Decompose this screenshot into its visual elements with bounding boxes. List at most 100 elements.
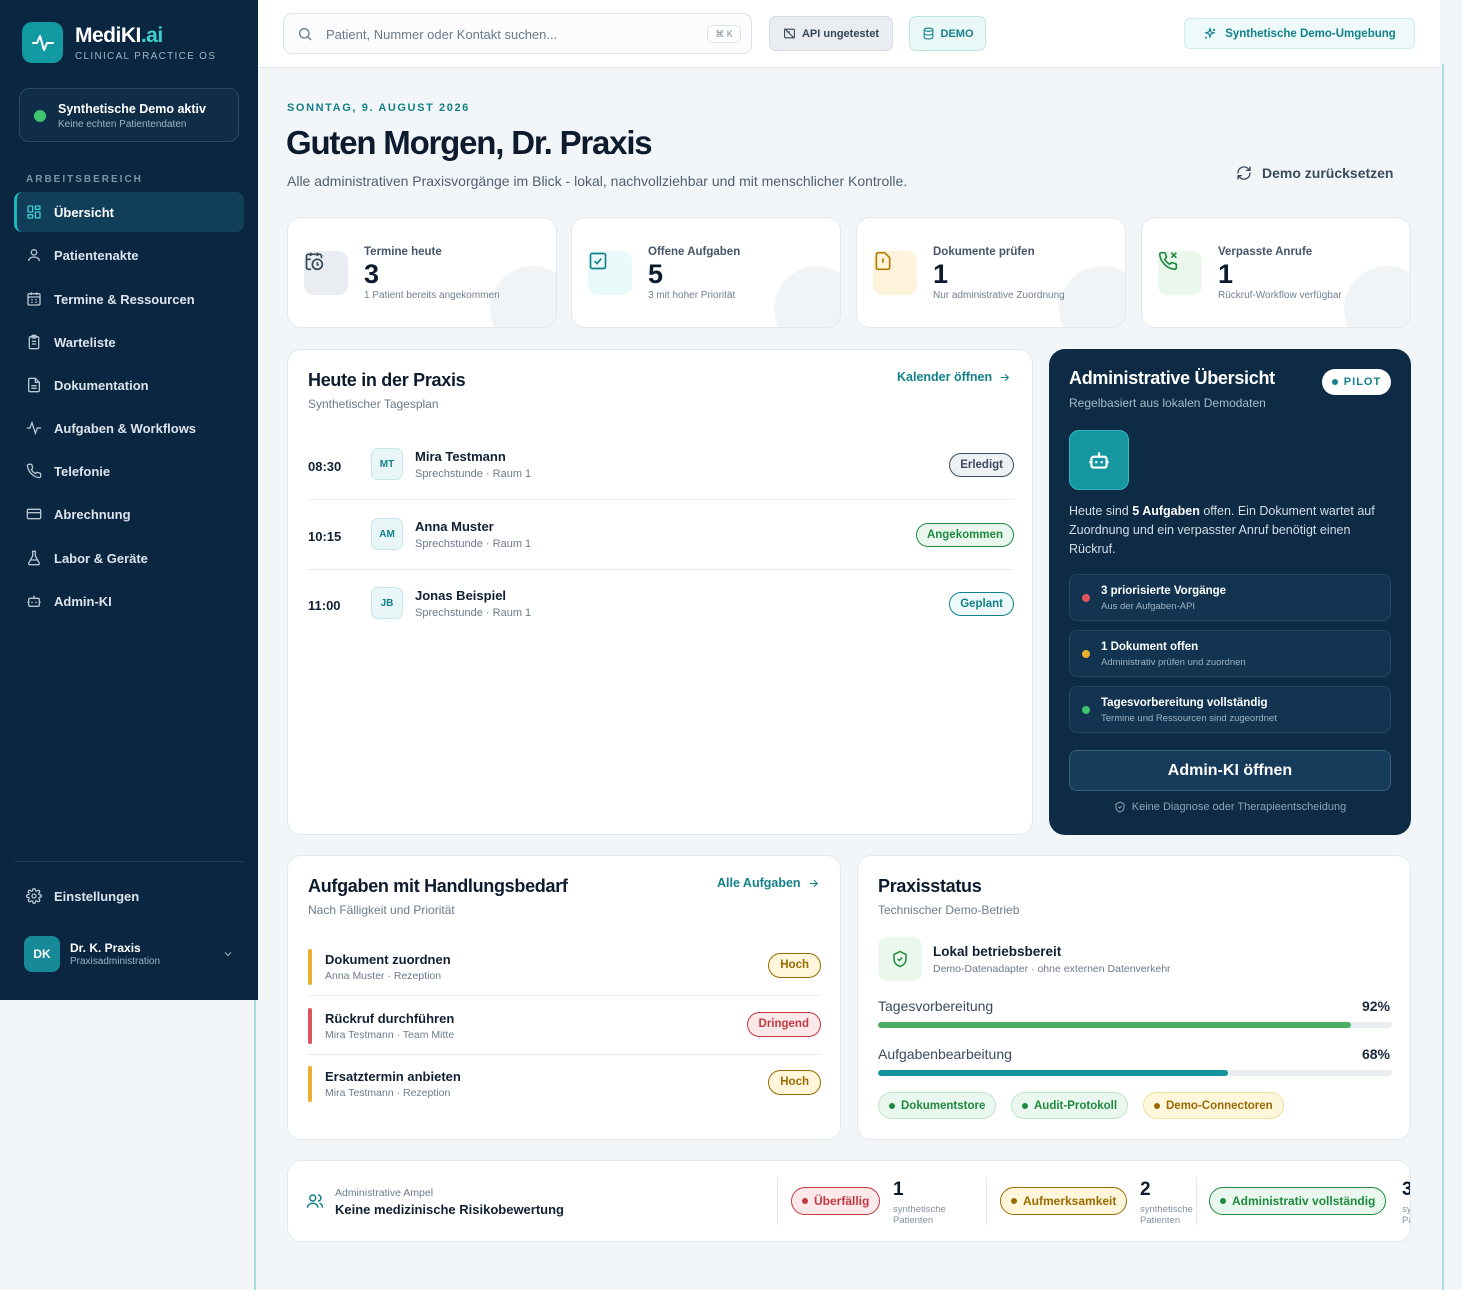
pill-label: Audit-Protokoll [1034,1099,1118,1112]
divider [986,1177,987,1225]
sidebar-item-telefonie[interactable]: Telefonie [14,451,244,491]
card-decoration [1059,266,1125,327]
patient-avatar: AM [371,518,403,550]
open-calendar-link[interactable]: Kalender öffnen [897,370,1011,384]
insight-subtitle: Aus der Aufgaben-API [1101,601,1196,612]
calendar-icon [27,292,41,306]
admin-insight-row[interactable]: Tagesvorbereitung vollständig Termine un… [1069,686,1391,733]
panel-subtitle: Synthetischer Tagesplan [308,397,439,411]
document-icon [28,377,40,393]
panel-title: Aufgaben mit Handlungsbedarf [308,876,568,896]
sidebar-item-patientenakte[interactable]: Patientenakte [14,235,244,275]
ampel-label: Administrative Ampel [335,1187,434,1199]
insight-subtitle: Termine und Ressourcen sind zugeordnet [1101,713,1277,724]
phone-icon [26,463,42,479]
clipboard-icon [28,334,40,350]
sidebar-item-admin-ki[interactable]: Admin-KI [14,581,244,621]
reset-demo-button[interactable]: Demo zurücksetzen [1236,165,1393,181]
stat-label: Offene Aufgaben [648,246,741,258]
api-status-button[interactable]: API ungetestet [769,16,893,51]
user-name: Dr. K. Praxis [70,941,141,955]
sidebar-item-einstellungen[interactable]: Einstellungen [14,876,244,916]
file-alert-icon [873,251,917,295]
task-meta: Mira Testmann · Team Mitte [325,1029,455,1041]
stat-label: Termine heute [364,246,442,258]
demo-status-subtitle: Keine echten Patientendaten [58,119,187,130]
pill-label: Dokumentstore [901,1099,986,1112]
stat-subtext: 1 Patient bereits angekommen [364,290,500,301]
ampel-count-label: synthetische Patienten [1140,1204,1193,1226]
stat-card-aufgaben[interactable]: Offene Aufgaben 5 3 mit hoher Priorität [571,217,841,328]
priority-bar [308,1066,312,1102]
sidebar-item-warteliste[interactable]: Warteliste [14,322,244,362]
sidebar-item-aufgaben[interactable]: Aufgaben & Workflows [14,408,244,448]
all-tasks-link[interactable]: Alle Aufgaben [717,876,820,890]
stat-card-dokumente[interactable]: Dokumente prüfen 1 Nur administrative Zu… [856,217,1126,328]
insight-title: 3 priorisierte Vorgänge [1101,585,1227,597]
insight-title: 1 Dokument offen [1101,641,1199,653]
admin-summary: Heute sind 5 Aufgaben offen. Ein Dokumen… [1069,504,1375,556]
ampel-title: Keine medizinische Risikobewertung [335,1202,564,1217]
sidebar-item-termine[interactable]: Termine & Ressourcen [14,279,244,319]
stat-card-anrufe[interactable]: Verpasste Anrufe 1 Rückruf-Workflow verf… [1141,217,1411,328]
task-item[interactable]: Ersatztermin anbieten Mira Testmann · Re… [308,1066,821,1124]
status-badge: Angekommen [915,523,1014,547]
divider [1196,1177,1197,1225]
activity-icon [26,420,42,436]
robot-icon [1069,430,1129,490]
sidebar-item-label: Telefonie [54,463,111,479]
environment-label: Synthetische Demo-Umgebung [1225,27,1396,40]
sidebar-item-uebersicht[interactable]: Übersicht [14,192,244,232]
logo-icon [22,22,63,63]
chip-label: Überfällig [814,1194,870,1208]
admin-insight-row[interactable]: 3 priorisierte Vorgänge Aus der Aufgaben… [1069,574,1391,621]
sidebar-item-labor[interactable]: Labor & Geräte [14,538,244,578]
ampel-count-label: synthetische Patienten [893,1204,946,1226]
task-item[interactable]: Rückruf durchführen Mira Testmann · Team… [308,1008,821,1066]
card-decoration [490,266,556,327]
environment-badge[interactable]: Synthetische Demo-Umgebung [1184,18,1415,49]
patient-avatar: MT [371,448,403,480]
ampel-chip-complete[interactable]: Administrativ vollständig [1209,1187,1387,1215]
priority-bar [308,949,312,985]
task-item[interactable]: Dokument zuordnen Anna Muster · Rezeptio… [308,949,821,1007]
progress-fill [878,1022,1351,1028]
sparkle-icon [1204,26,1217,39]
progress-track [878,1070,1392,1076]
search-input[interactable] [326,23,686,45]
task-title: Dokument zuordnen [325,952,451,967]
pilot-label: PILOT [1343,376,1382,388]
phone-missed-icon [1158,251,1202,295]
appointment-row[interactable]: 11:00 JB Jonas Beispiel Sprechstunde · R… [308,571,1014,639]
stat-subtext: Nur administrative Zuordnung [933,290,1065,301]
user-role: Praxisadministration [70,956,161,967]
sidebar-item-label: Warteliste [54,334,116,350]
avatar[interactable]: DK [24,936,60,972]
appointment-row[interactable]: 10:15 AM Anna Muster Sprechstunde · Raum… [308,502,1014,570]
sidebar-item-dokumentation[interactable]: Dokumentation [14,365,244,405]
service-pill: Demo-Connectoren [1143,1092,1284,1119]
chevron-down-icon[interactable] [222,948,234,960]
demo-mode-button[interactable]: DEMO [909,16,986,51]
tasks-panel: Aufgaben mit Handlungsbedarf Nach Fällig… [287,855,841,1140]
status-dot [1082,594,1090,602]
reset-label: Demo zurücksetzen [1262,165,1394,181]
divider [308,499,1014,500]
open-admin-ki-button[interactable]: Admin-KI öffnen [1069,750,1391,791]
sidebar-item-label: Admin-KI [54,593,112,609]
panel-subtitle: Nach Fälligkeit und Priorität [308,903,455,917]
sidebar-item-abrechnung[interactable]: Abrechnung [14,494,244,534]
sidebar-item-label: Dokumentation [54,377,149,393]
card-decoration [774,266,840,327]
stat-card-termine[interactable]: Termine heute 3 1 Patient bereits angeko… [287,217,557,328]
appointment-room: Sprechstunde · Raum 1 [415,468,532,480]
sidebar-item-label: Einstellungen [54,888,140,904]
ampel-chip-attention[interactable]: Aufmerksamkeit [1000,1187,1128,1215]
patient-name: Mira Testmann [415,449,506,464]
insight-subtitle: Administrativ prüfen und zuordnen [1101,657,1246,668]
status-badge: Geplant [949,592,1014,616]
admin-insight-row[interactable]: 1 Dokument offen Administrativ prüfen un… [1069,630,1391,677]
ampel-chip-overdue[interactable]: Überfällig [791,1187,881,1215]
appointment-row[interactable]: 08:30 MT Mira Testmann Sprechstunde · Ra… [308,432,1014,500]
service-pill: Dokumentstore [878,1092,997,1119]
